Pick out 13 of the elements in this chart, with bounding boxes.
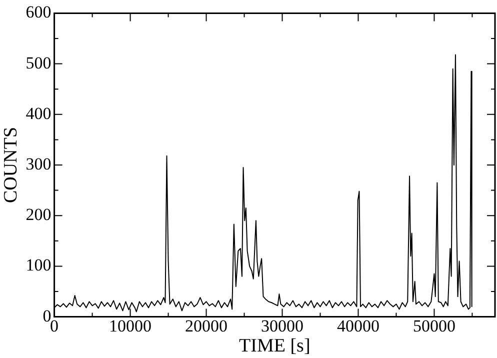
y-tick-label: 200	[26, 205, 52, 224]
y-tick-label: 300	[26, 154, 52, 174]
x-tick-label: 50000	[412, 316, 456, 336]
y-axis-title: COUNTS	[0, 126, 22, 204]
x-tick-label: 20000	[185, 316, 228, 336]
x-tick-label: 30000	[261, 316, 304, 336]
y-tick-label: 600	[26, 2, 52, 22]
y-tick-label: 500	[26, 53, 52, 72]
x-tick-label: 10000	[109, 316, 152, 336]
y-tick-label: 100	[26, 256, 52, 275]
x-tick-label: 40000	[336, 316, 380, 336]
y-tick-label: 400	[26, 104, 52, 123]
x-axis-title: TIME [s]	[239, 336, 310, 357]
